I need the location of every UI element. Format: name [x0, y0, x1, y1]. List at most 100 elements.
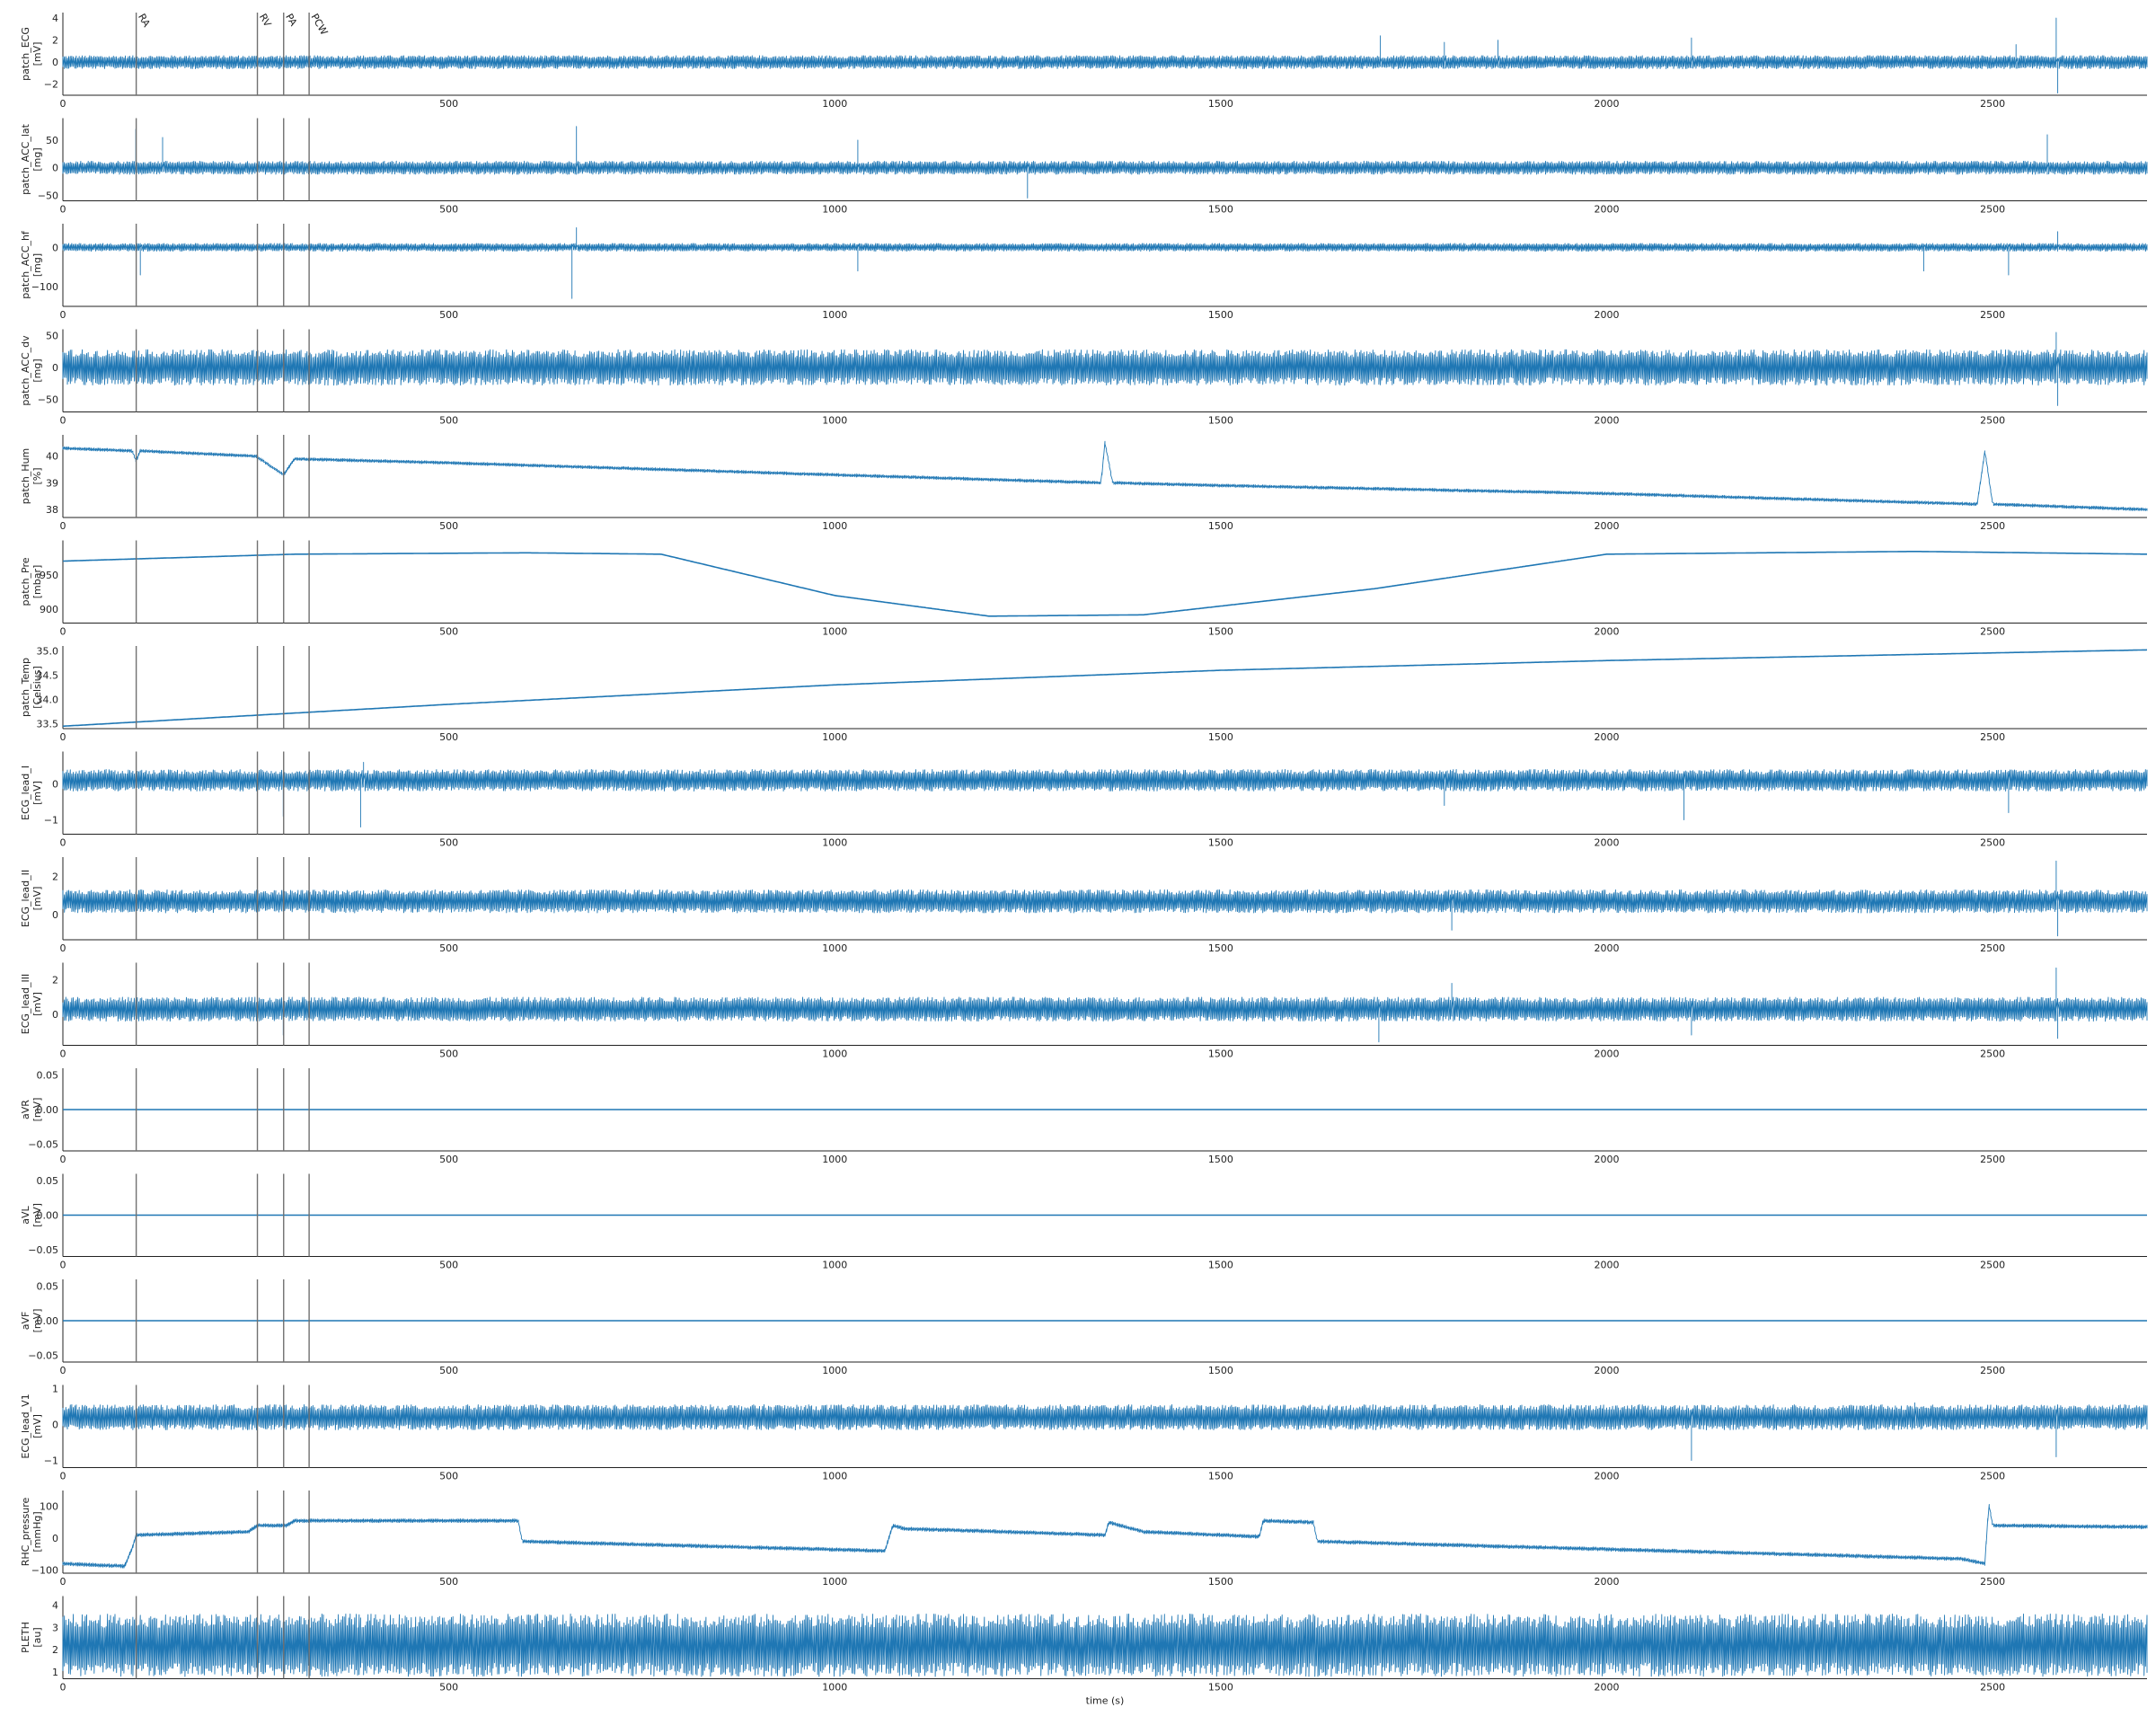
series-name: aVL	[20, 1205, 31, 1224]
event-label: PCW	[309, 12, 331, 37]
series-unit: [mV]	[31, 1203, 43, 1227]
y-tick-label: 4	[52, 13, 58, 24]
x-tick-label: 500	[439, 626, 458, 638]
y-tick-label: 2	[52, 35, 58, 47]
x-tick-label: 1500	[1208, 942, 1233, 954]
series-unit: [mV]	[31, 1309, 43, 1333]
event-label: RA	[136, 12, 153, 30]
series-unit: [mV]	[31, 781, 43, 805]
y-tick-label: 0.00	[37, 1315, 59, 1327]
series-unit: [au]	[31, 1627, 43, 1647]
y-axis-label: aVL [mV]	[20, 1203, 43, 1227]
series-name: aVF	[20, 1312, 31, 1331]
y-tick-label: −1	[44, 1455, 58, 1467]
x-tick-label: 0	[60, 1471, 66, 1482]
series-unit: [mV]	[31, 887, 43, 911]
y-tick-label: 2	[52, 871, 58, 882]
x-axis-label: time (s)	[1086, 1695, 1125, 1707]
x-tick-label: 1000	[822, 98, 847, 110]
y-axis-label: ECG_lead_II [mV]	[20, 870, 43, 927]
y-axis-label: patch_ACC_hf [mg]	[20, 230, 43, 299]
x-tick-label: 2500	[1980, 1682, 2005, 1694]
series-name: patch_ECG	[20, 27, 31, 81]
x-tick-label: 1000	[822, 626, 847, 638]
x-tick-label: 0	[60, 731, 66, 743]
series-name: patch_ACC_hf	[20, 230, 31, 299]
y-axis-label: PLETH [au]	[20, 1622, 43, 1653]
y-axis-label: ECG_lead_V1 [mV]	[20, 1393, 43, 1458]
x-tick-label: 500	[439, 98, 458, 110]
y-tick-label: 100	[40, 1501, 58, 1513]
series-unit: [mV]	[31, 42, 43, 66]
series-unit: [Celsius]	[31, 666, 43, 709]
x-tick-label: 1000	[822, 1576, 847, 1588]
series-name: ECG_lead_III	[20, 974, 31, 1034]
x-tick-label: 2500	[1980, 520, 2005, 532]
x-tick-label: 1000	[822, 1471, 847, 1482]
event-label: PA	[283, 12, 299, 29]
x-tick-label: 500	[439, 1576, 458, 1588]
series-line-PLETH	[62, 1613, 2148, 1677]
x-tick-label: 1000	[822, 837, 847, 849]
series-name: RHC_pressure	[20, 1497, 31, 1566]
series-line-patch_ACC_lat	[62, 126, 2148, 199]
series-line-patch_Temp	[62, 649, 2148, 728]
x-tick-label: 1500	[1208, 1682, 1233, 1694]
x-tick-label: 2500	[1980, 204, 2005, 216]
x-tick-label: 500	[439, 731, 458, 743]
x-tick-label: 1000	[822, 1154, 847, 1165]
x-tick-label: 1500	[1208, 1048, 1233, 1060]
x-tick-label: 2000	[1595, 415, 1620, 427]
series-name: patch_Pre	[20, 557, 31, 606]
x-tick-label: 1000	[822, 942, 847, 954]
y-tick-label: 39	[46, 477, 58, 489]
x-tick-label: 1500	[1208, 731, 1233, 743]
x-tick-label: 500	[439, 1154, 458, 1165]
series-unit: [mV]	[31, 1414, 43, 1438]
x-tick-label: 1500	[1208, 520, 1233, 532]
x-tick-label: 0	[60, 1048, 66, 1060]
series-name: aVR	[20, 1100, 31, 1119]
series-name: ECG_lead_V1	[20, 1393, 31, 1458]
series-unit: [mg]	[31, 147, 43, 171]
x-tick-label: 2000	[1595, 1471, 1620, 1482]
series-unit: [mg]	[31, 358, 43, 382]
x-tick-label: 0	[60, 626, 66, 638]
x-tick-label: 2000	[1595, 837, 1620, 849]
x-tick-label: 1500	[1208, 1154, 1233, 1165]
x-tick-label: 0	[60, 1260, 66, 1271]
y-tick-label: 34.5	[37, 669, 59, 681]
series-line-ECG_lead_II	[62, 860, 2148, 937]
x-tick-label: 1500	[1208, 415, 1233, 427]
y-axis-label: patch_Hum [%]	[20, 448, 43, 505]
y-tick-label: −0.05	[28, 1349, 58, 1361]
y-tick-label: 0.00	[37, 1210, 59, 1222]
y-tick-label: 0.05	[37, 1281, 59, 1293]
series-unit: [mmHg]	[31, 1511, 43, 1552]
y-tick-label: 50	[46, 135, 58, 146]
x-tick-label: 1000	[822, 1260, 847, 1271]
y-tick-label: 4	[52, 1599, 58, 1611]
x-tick-label: 0	[60, 1576, 66, 1588]
y-tick-label: −0.05	[28, 1244, 58, 1256]
x-tick-label: 1500	[1208, 626, 1233, 638]
x-tick-label: 0	[60, 415, 66, 427]
series-line-ECG_lead_III	[62, 967, 2148, 1043]
series-name: PLETH	[20, 1622, 31, 1653]
series-unit: [mV]	[31, 992, 43, 1016]
y-tick-label: 0	[52, 1420, 58, 1431]
x-tick-label: 1000	[822, 204, 847, 216]
x-tick-label: 2500	[1980, 837, 2005, 849]
y-tick-label: 38	[46, 504, 58, 516]
x-tick-label: 2000	[1595, 204, 1620, 216]
series-line-patch_ECG	[62, 17, 2148, 93]
y-tick-label: −0.05	[28, 1138, 58, 1150]
x-tick-label: 500	[439, 1048, 458, 1060]
y-axis-label: RHC_pressure [mmHg]	[20, 1497, 43, 1566]
series-line-RHC_pressure	[62, 1504, 2148, 1569]
series-name: ECG_lead_II	[20, 870, 31, 927]
x-tick-label: 2000	[1595, 1576, 1620, 1588]
series-name: patch_ACC_dv	[20, 335, 31, 406]
